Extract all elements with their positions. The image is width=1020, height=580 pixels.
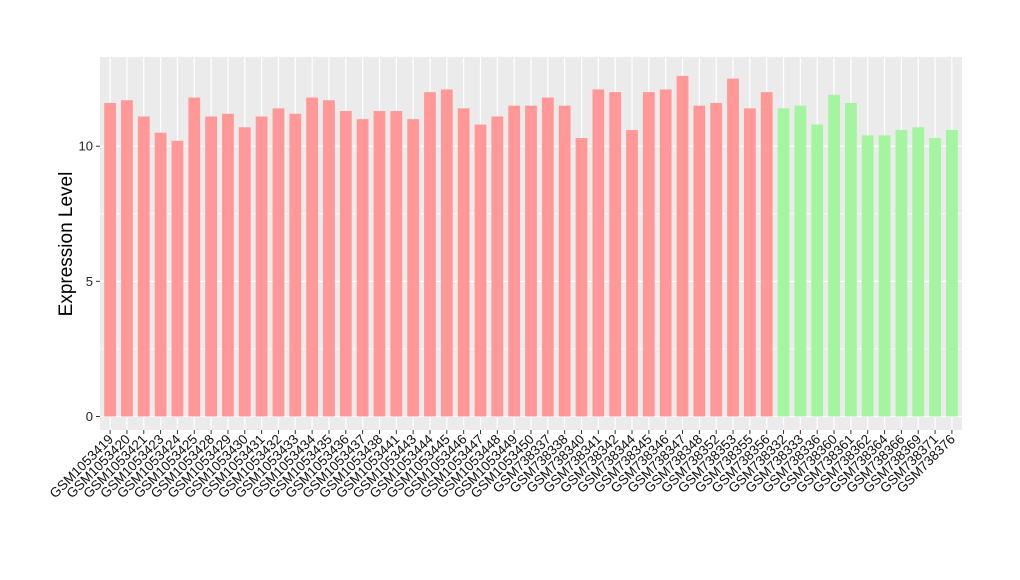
bar (289, 113, 302, 417)
bar (154, 132, 167, 417)
bar (121, 100, 133, 417)
bar (575, 138, 588, 417)
bar (440, 89, 453, 417)
bar (727, 78, 739, 417)
bar (609, 92, 622, 417)
bar (676, 75, 689, 417)
bar (878, 135, 891, 417)
bar (777, 108, 790, 417)
bar (895, 129, 908, 417)
bar (642, 92, 655, 417)
bar (255, 116, 268, 417)
bar (171, 140, 184, 417)
bar (407, 119, 420, 417)
bar (929, 138, 941, 417)
bar (390, 111, 403, 417)
bar (659, 89, 672, 417)
bar (137, 116, 150, 417)
bar (104, 102, 116, 417)
y-tick-label: 5 (86, 274, 93, 289)
bar (693, 105, 706, 417)
bar (474, 124, 487, 417)
y-tick-label: 0 (86, 409, 93, 424)
bar (811, 124, 824, 417)
bar (861, 135, 874, 417)
bar (205, 116, 218, 417)
bar (356, 119, 369, 417)
bar (238, 127, 251, 417)
y-tick-label: 10 (79, 139, 93, 154)
bar (272, 108, 285, 417)
bar (525, 105, 537, 417)
bar (373, 111, 386, 417)
bar (306, 97, 319, 417)
bar (626, 129, 638, 417)
bar (457, 108, 470, 417)
bar (508, 105, 521, 417)
bar (339, 111, 352, 417)
bar (188, 97, 201, 417)
bar (558, 105, 571, 417)
bar (794, 105, 807, 417)
bar (424, 92, 436, 417)
bar (912, 127, 925, 417)
bar (541, 97, 554, 417)
bar (323, 100, 335, 417)
bar (946, 129, 958, 417)
bar (710, 102, 723, 417)
bar (491, 116, 504, 417)
bar (222, 113, 234, 417)
y-axis-title: Expression Level (56, 172, 77, 317)
bar (592, 89, 605, 417)
bar (743, 108, 756, 417)
bar (760, 92, 773, 417)
bar (828, 94, 840, 417)
bar (844, 102, 857, 417)
